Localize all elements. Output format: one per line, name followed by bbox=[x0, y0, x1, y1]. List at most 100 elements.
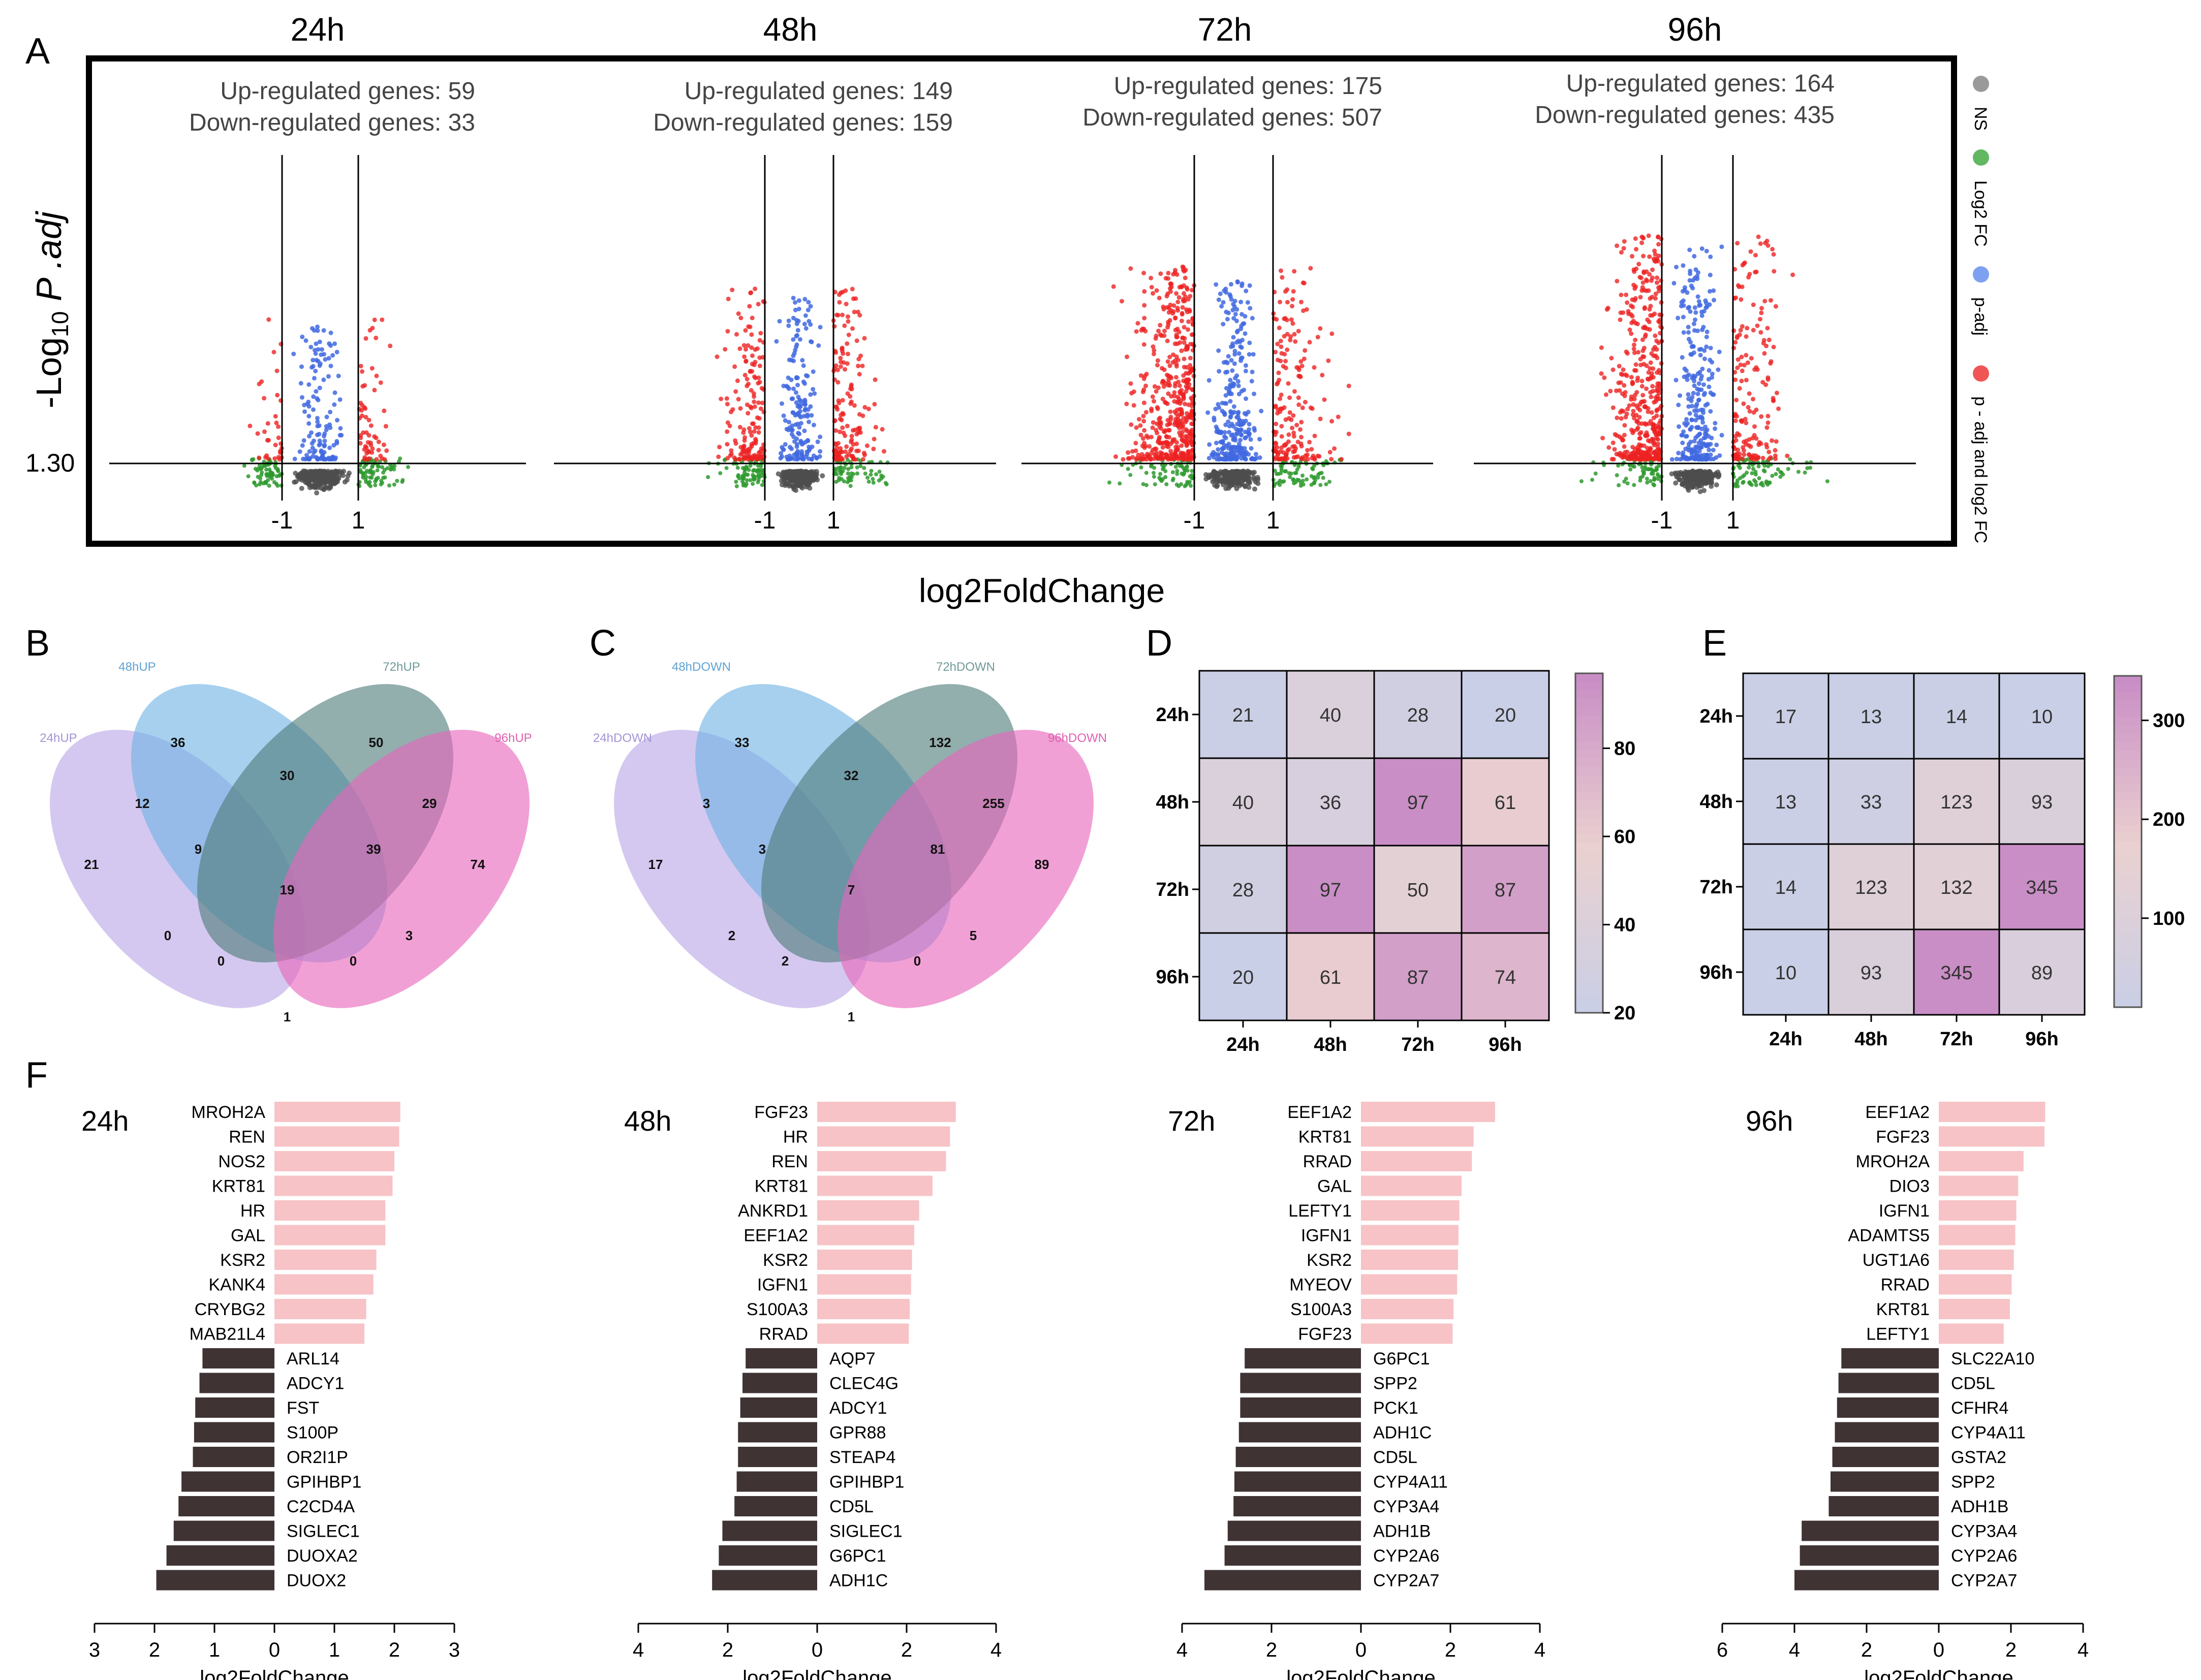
volcano-point-padj bbox=[787, 357, 792, 362]
volcano-point-both bbox=[747, 426, 752, 431]
volcano-point-both bbox=[1154, 288, 1159, 293]
volcano-point-padj bbox=[311, 450, 316, 455]
volcano-point-both bbox=[1279, 344, 1284, 349]
volcano-point-padj bbox=[802, 428, 807, 433]
volcano-point-padj bbox=[1244, 412, 1249, 417]
heatmap-cell-value: 10 bbox=[2031, 706, 2053, 728]
bar-x-tick-label: 0 bbox=[1933, 1639, 1944, 1661]
colorbar-segment bbox=[2114, 750, 2142, 759]
volcano-y-threshold: 1.30 bbox=[25, 449, 75, 477]
volcano-point-both bbox=[1168, 417, 1173, 422]
volcano-point-both bbox=[1610, 367, 1616, 372]
volcano-point-both bbox=[1766, 449, 1772, 454]
bar-down-label: CD5L bbox=[1951, 1374, 1995, 1393]
volcano-point-padj bbox=[1245, 430, 1250, 435]
volcano-point-both bbox=[1632, 416, 1637, 421]
volcano-point-padj bbox=[1688, 309, 1693, 314]
volcano-point-padj bbox=[1719, 244, 1724, 250]
volcano-point-both bbox=[1315, 453, 1320, 458]
volcano-point-padj bbox=[1719, 432, 1724, 438]
volcano-point-both bbox=[1142, 303, 1147, 308]
volcano-point-both bbox=[1283, 453, 1288, 458]
volcano-point-both bbox=[1746, 275, 1751, 280]
bar-up bbox=[274, 1126, 399, 1147]
bar-up-label: UGT1A6 bbox=[1863, 1251, 1930, 1270]
volcano-point-both bbox=[1184, 344, 1189, 349]
bar-down-label: CFHR4 bbox=[1951, 1398, 2008, 1418]
bar-up-label: REN bbox=[771, 1152, 808, 1171]
volcano-point-padj bbox=[1222, 288, 1227, 293]
volcano-point-padj bbox=[1236, 351, 1242, 356]
volcano-point-both bbox=[1290, 303, 1295, 308]
volcano-point-padj bbox=[794, 333, 799, 338]
volcano-point-padj bbox=[791, 316, 796, 321]
volcano-point-log2fc bbox=[751, 469, 756, 473]
volcano-point-log2fc bbox=[1312, 463, 1317, 468]
bar-up-label: KRT81 bbox=[1876, 1300, 1930, 1319]
bar-up bbox=[274, 1151, 394, 1171]
volcano-point-log2fc bbox=[1173, 464, 1178, 469]
colorbar-segment bbox=[2114, 717, 2142, 726]
heatmap-cell-value: 87 bbox=[1495, 880, 1516, 901]
volcano-point-both bbox=[1631, 347, 1636, 352]
bar-up-label: RRAD bbox=[1303, 1152, 1352, 1171]
volcano-point-padj bbox=[1238, 427, 1244, 432]
volcano-point-padj bbox=[1232, 410, 1237, 415]
volcano-point-both bbox=[1308, 405, 1313, 410]
volcano-point-both bbox=[1281, 364, 1286, 369]
volcano-point-log2fc bbox=[1141, 482, 1145, 486]
volcano-point-both bbox=[1278, 338, 1283, 344]
volcano-point-both bbox=[1152, 348, 1157, 353]
volcano-point-padj bbox=[1238, 422, 1243, 427]
volcano-point-both bbox=[849, 384, 854, 389]
volcano-point-both bbox=[272, 456, 277, 461]
volcano-point-log2fc bbox=[1152, 475, 1156, 479]
volcano-point-both bbox=[1753, 253, 1758, 258]
volcano-point-padj bbox=[328, 363, 333, 368]
volcano-point-both bbox=[1312, 365, 1317, 370]
volcano-point-log2fc bbox=[706, 475, 710, 479]
volcano-point-both bbox=[255, 431, 260, 436]
volcano-point-both bbox=[1772, 269, 1777, 274]
volcano-point-padj bbox=[1247, 422, 1252, 427]
volcano-point-both bbox=[1651, 353, 1656, 358]
volcano-point-both bbox=[753, 437, 758, 442]
volcano-point-padj bbox=[812, 391, 817, 396]
volcano-point-padj bbox=[1224, 309, 1229, 315]
volcano-point-both bbox=[750, 353, 755, 358]
heatmap-cell bbox=[1827, 843, 1915, 930]
volcano-point-both bbox=[1759, 306, 1764, 311]
bar-x-tick-label: 1 bbox=[329, 1639, 340, 1661]
volcano-point-both bbox=[838, 356, 843, 361]
volcano-point-ns bbox=[334, 469, 340, 475]
volcano-point-log2fc bbox=[1651, 472, 1655, 476]
volcano-point-padj bbox=[1216, 297, 1221, 302]
volcano-point-padj bbox=[1704, 432, 1709, 437]
volcano-point-both bbox=[849, 438, 854, 443]
volcano-point-both bbox=[1646, 233, 1651, 238]
volcano-point-both bbox=[1279, 434, 1284, 439]
colorbar-segment bbox=[1575, 784, 1603, 793]
volcano-point-both bbox=[1301, 356, 1307, 361]
volcano-point-padj bbox=[808, 322, 813, 327]
volcano-point-padj bbox=[1713, 421, 1718, 426]
volcano-point-padj bbox=[1674, 456, 1679, 461]
colorbar-segment bbox=[2114, 709, 2142, 718]
colorbar-segment bbox=[2114, 957, 2142, 967]
volcano-point-both bbox=[1630, 381, 1635, 386]
volcano-point-both bbox=[1156, 385, 1161, 390]
colorbar-segment bbox=[1575, 775, 1603, 785]
volcano-point-both bbox=[837, 300, 842, 305]
venn-count-abc: 9 bbox=[195, 842, 202, 857]
bar-up-label: MAB21L4 bbox=[190, 1325, 265, 1344]
volcano-point-both bbox=[1184, 427, 1189, 432]
volcano-point-both bbox=[1633, 337, 1638, 343]
volcano-point-both bbox=[1653, 252, 1658, 257]
bar-up-label: LEFTY1 bbox=[1866, 1325, 1930, 1344]
venn-set-label: 48hDOWN bbox=[672, 660, 731, 674]
volcano-point-padj bbox=[794, 390, 799, 395]
volcano-point-both bbox=[1138, 432, 1143, 438]
volcano-point-both bbox=[741, 343, 747, 348]
volcano-point-both bbox=[1327, 450, 1332, 455]
